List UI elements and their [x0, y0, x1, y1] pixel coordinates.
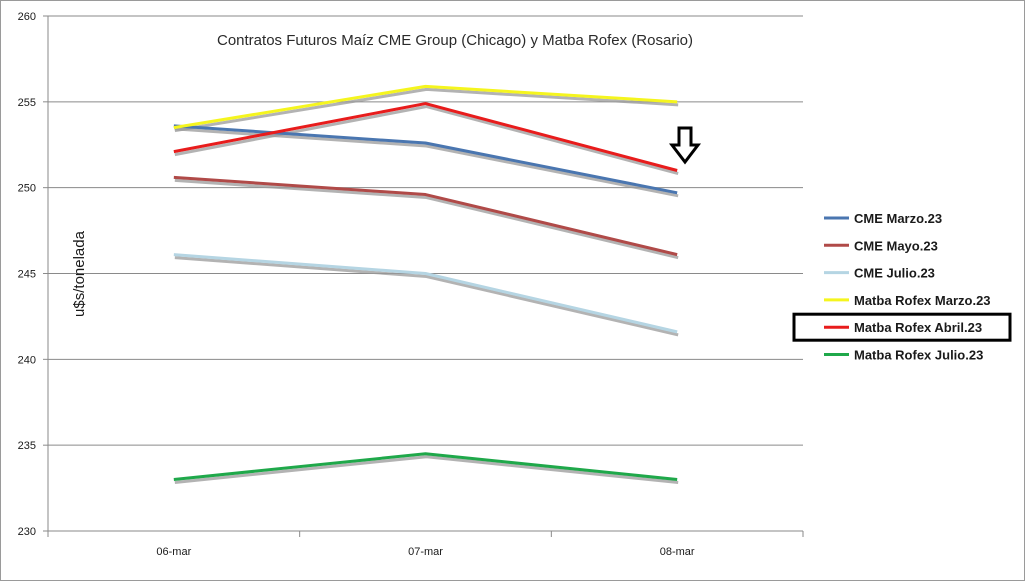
series-shadow — [174, 105, 679, 175]
x-tick-label: 08-mar — [660, 546, 695, 558]
y-tick-label: 230 — [18, 526, 36, 538]
series-line — [173, 175, 678, 257]
legend-item: Matba Rofex Marzo.23 — [824, 293, 991, 308]
axes — [43, 15, 804, 537]
legend-label: CME Mayo.23 — [854, 238, 938, 253]
y-tick-label: 260 — [18, 11, 36, 23]
series-lines — [173, 84, 678, 481]
series-line — [173, 84, 678, 130]
series-shadow — [174, 256, 679, 337]
y-tick-labels: 230 235 240 245 250 255 260 — [18, 11, 36, 538]
series-shadow — [174, 87, 679, 133]
series-line — [173, 253, 678, 334]
legend-item: Matba Rofex Abril.23 — [792, 312, 1012, 342]
legend-item: Matba Rofex Julio.23 — [824, 348, 983, 363]
down-arrow-icon — [668, 126, 702, 165]
x-tick-label: 07-mar — [408, 546, 443, 558]
y-tick-label: 255 — [18, 97, 36, 109]
x-tick-label: 06-mar — [156, 546, 191, 558]
legend-label: Matba Rofex Marzo.23 — [854, 293, 991, 308]
y-tick-label: 235 — [18, 440, 36, 452]
legend-label: Matba Rofex Abril.23 — [854, 320, 982, 335]
chart-title: Contratos Futuros Maíz CME Group (Chicag… — [217, 32, 693, 49]
legend-item: CME Marzo.23 — [824, 211, 942, 226]
y-tick-label: 245 — [18, 269, 36, 281]
y-tick-label: 250 — [18, 183, 36, 195]
legend-label: CME Julio.23 — [854, 266, 935, 281]
gridlines — [48, 15, 803, 446]
legend-label: CME Marzo.23 — [854, 211, 942, 226]
legend-item: CME Mayo.23 — [824, 238, 938, 253]
series-shadow — [174, 178, 679, 260]
legend: CME Marzo.23 CME Mayo.23 CME Julio.23 Matba… — [792, 211, 1012, 363]
series-line — [173, 102, 678, 172]
y-tick-label: 240 — [18, 354, 36, 366]
series-shadows — [174, 87, 679, 484]
series-shadow — [174, 455, 679, 484]
series-line — [173, 124, 678, 195]
y-axis-label: u$s/tonelada — [71, 230, 88, 317]
x-tick-labels: 06-mar 07-mar 08-mar — [156, 546, 695, 558]
legend-label: Matba Rofex Julio.23 — [854, 348, 983, 363]
series-line — [173, 452, 678, 481]
legend-item: CME Julio.23 — [824, 266, 935, 281]
legend-highlight-box — [792, 312, 1012, 342]
